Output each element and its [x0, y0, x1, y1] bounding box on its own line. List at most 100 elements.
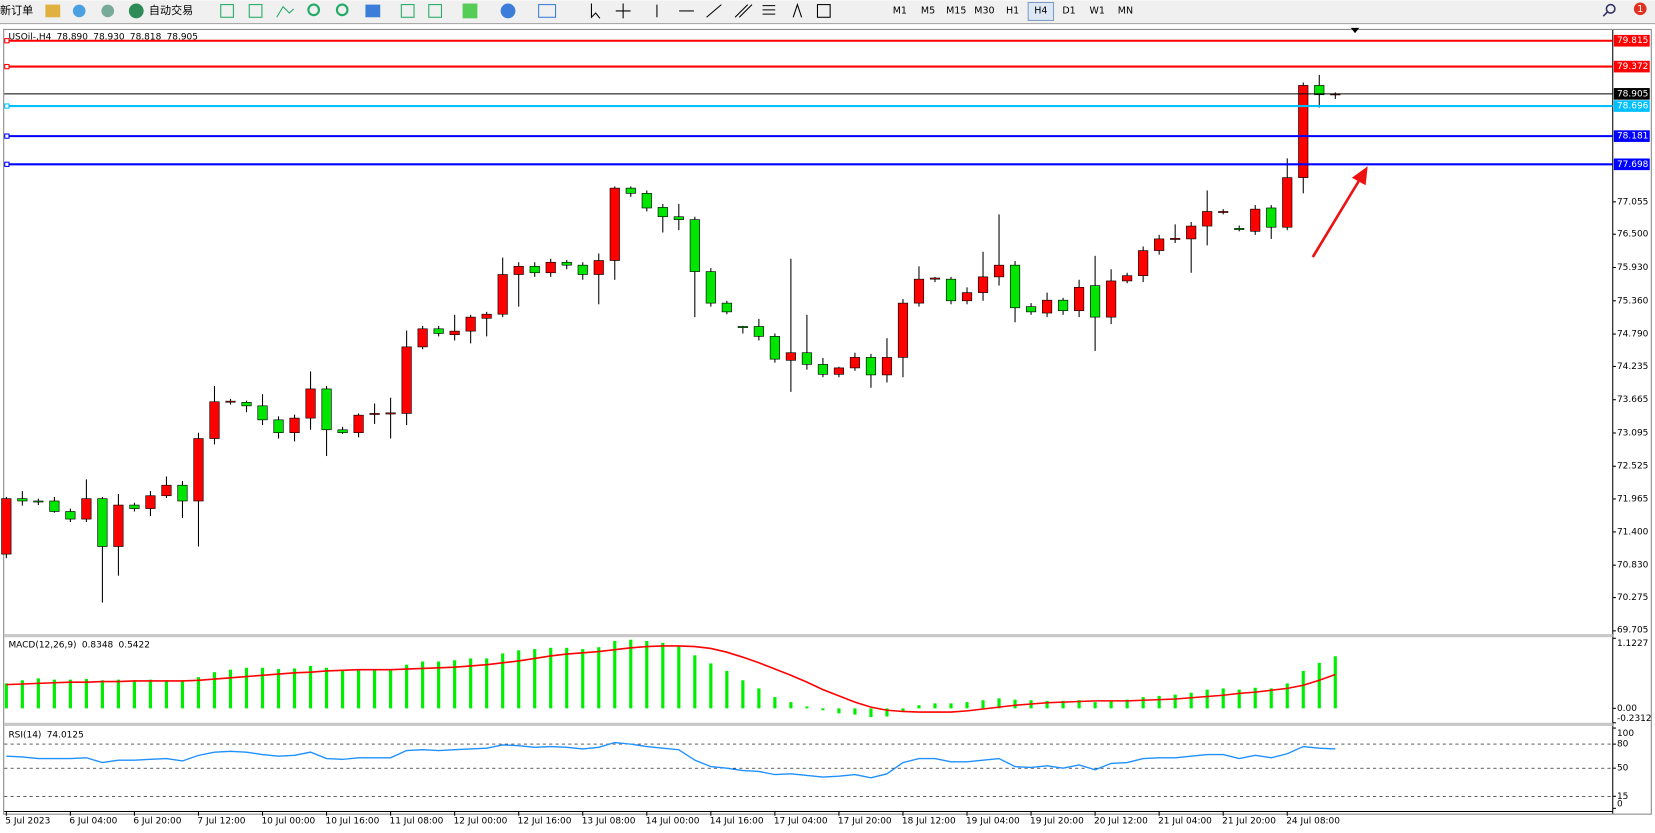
x-tick-label: 14 Jul 16:00 — [710, 817, 764, 827]
icon[interactable] — [45, 4, 61, 18]
candle-body — [929, 277, 941, 280]
macd-bar — [1093, 702, 1097, 709]
macd-bar — [1301, 670, 1305, 709]
level-handle[interactable] — [4, 133, 10, 139]
icon[interactable] — [101, 4, 115, 18]
toolbar-button[interactable]: 新订单 — [0, 3, 33, 17]
toolbar-button[interactable]: 自动交易 — [149, 3, 193, 17]
macd-bar — [1333, 656, 1337, 709]
candle-body — [401, 346, 412, 414]
level-handle[interactable] — [4, 63, 10, 70]
candle-body — [785, 352, 796, 361]
macd-bar — [629, 639, 633, 709]
icon[interactable] — [462, 3, 478, 19]
shift-marker — [1350, 27, 1360, 34]
macd-bar — [36, 678, 40, 709]
macd-bar — [276, 669, 281, 709]
candle-body — [977, 276, 989, 293]
candle-body — [417, 328, 428, 348]
macd-bar — [4, 683, 8, 709]
y-tick-label: 71.965 — [1617, 494, 1648, 504]
level-handle[interactable] — [4, 161, 10, 167]
icon[interactable] — [128, 3, 144, 19]
timeframe-button[interactable]: M30 — [974, 5, 994, 16]
candle-body — [1074, 287, 1085, 312]
icon[interactable] — [706, 4, 722, 18]
candle-body — [49, 500, 60, 512]
macd-bar — [549, 647, 553, 709]
candle-body — [145, 495, 156, 509]
macd-bar — [52, 679, 56, 709]
level-handle[interactable] — [4, 103, 10, 109]
macd-bar — [741, 680, 745, 709]
macd-bar — [116, 679, 121, 709]
x-tick-label: 19 Jul 20:00 — [1030, 817, 1084, 827]
x-tick-label: 11 Jul 08:00 — [390, 817, 444, 827]
candle-body — [1, 498, 12, 555]
icon[interactable] — [220, 4, 234, 18]
macd-bar — [244, 667, 249, 709]
icon[interactable] — [307, 3, 321, 17]
timeframe-button[interactable]: M1 — [893, 5, 907, 16]
icon[interactable] — [538, 4, 557, 18]
level-handle[interactable] — [4, 38, 10, 44]
icon[interactable] — [500, 3, 516, 19]
icon[interactable] — [428, 4, 443, 18]
macd-bar — [1045, 700, 1049, 709]
y-tick-label: 50 — [1617, 764, 1629, 774]
timeframe-button[interactable]: MN — [1118, 5, 1133, 16]
candle-body — [337, 429, 348, 434]
timeframe-button[interactable]: D1 — [1062, 5, 1075, 16]
candle-body — [769, 336, 780, 360]
macd-bar — [164, 680, 169, 709]
header-value: USOil-,H4 — [8, 32, 51, 42]
candle-body — [577, 264, 588, 275]
timeframe-button[interactable]: H4 — [1034, 5, 1047, 16]
chart-frame — [3, 28, 1652, 815]
macd-bar — [373, 669, 377, 709]
icon[interactable] — [365, 4, 381, 18]
timeframe-button[interactable]: M15 — [946, 5, 966, 16]
icon[interactable] — [816, 4, 831, 18]
icon[interactable] — [792, 2, 803, 18]
search-icon[interactable] — [1602, 3, 1616, 17]
macd-bar — [196, 677, 201, 709]
macd-bar — [709, 663, 713, 709]
candle-body — [1138, 250, 1149, 276]
macd-bar — [324, 667, 329, 709]
macd-bar — [100, 680, 104, 709]
header-value: 0.8348 — [82, 640, 114, 650]
notification-badge[interactable] — [1633, 2, 1647, 16]
macd-bar — [1205, 689, 1209, 709]
timeframe-button[interactable]: H1 — [1006, 5, 1019, 16]
x-tick-label: 10 Jul 00:00 — [261, 817, 315, 827]
x-tick-label: 6 Jul 04:00 — [69, 817, 117, 827]
icon[interactable] — [335, 3, 349, 17]
icon[interactable] — [762, 5, 776, 15]
toolbar-icons — [45, 2, 1647, 19]
candle-body — [33, 500, 44, 503]
timeframe-button[interactable]: W1 — [1090, 5, 1105, 16]
x-tick-label: 12 Jul 16:00 — [518, 817, 572, 827]
icon[interactable] — [734, 4, 753, 18]
macd-bar — [132, 680, 137, 709]
icon[interactable] — [615, 3, 631, 19]
icon[interactable] — [400, 4, 415, 18]
macd-bar — [405, 664, 409, 709]
icon[interactable] — [590, 3, 601, 19]
icon[interactable] — [248, 4, 263, 18]
icon[interactable] — [276, 5, 294, 18]
price-label-box — [1613, 60, 1650, 73]
macd-bar — [805, 706, 809, 709]
macd-bar — [340, 670, 345, 709]
price-label-box — [1613, 100, 1650, 112]
macd-bar — [533, 649, 537, 709]
candle-body — [561, 261, 572, 266]
y-tick-label: 73.665 — [1617, 395, 1648, 405]
macd-bar — [885, 708, 889, 717]
icon[interactable] — [72, 4, 86, 18]
timeframe-button[interactable]: M5 — [921, 5, 935, 16]
candle-body — [1250, 208, 1261, 232]
candle-body — [465, 316, 476, 332]
